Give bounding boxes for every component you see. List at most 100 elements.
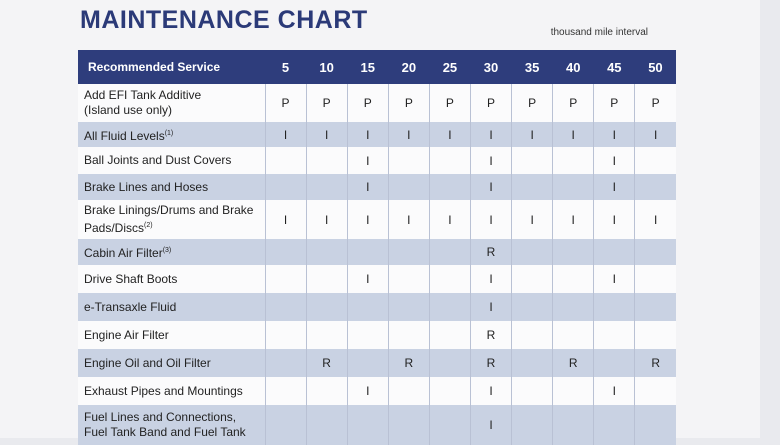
mark-cell: I xyxy=(593,147,635,174)
mark-cell: I xyxy=(346,147,389,174)
mark-cell xyxy=(593,405,635,445)
mark-cell: R xyxy=(469,349,512,377)
mark-cell xyxy=(511,239,553,265)
mark-cell: I xyxy=(469,377,512,405)
mark-cell xyxy=(387,239,430,265)
mark-cell xyxy=(511,405,553,445)
mark-cell xyxy=(634,265,676,293)
title: MAINTENANCE CHART xyxy=(80,6,368,34)
mark-cell xyxy=(428,265,471,293)
mark-cell xyxy=(264,147,307,174)
service-text: All Fluid Levels xyxy=(84,128,165,143)
service-cell: Brake Lines and Hoses xyxy=(78,174,265,200)
mark-cell xyxy=(428,147,471,174)
mark-cell xyxy=(346,321,389,349)
mark-cell xyxy=(552,377,594,405)
mark-cell: I xyxy=(469,293,512,321)
header-interval: 30 xyxy=(470,50,512,84)
mark-cell xyxy=(305,147,348,174)
mark-cell xyxy=(387,405,430,445)
mark-cell: I xyxy=(346,200,389,239)
mark-cell: I xyxy=(469,265,512,293)
service-cell: Exhaust Pipes and Mountings xyxy=(78,377,265,405)
table-body: Add EFI Tank Additive (Island use only) P P… xyxy=(78,84,676,445)
mark-cell xyxy=(634,293,676,321)
mark-cell: I xyxy=(634,122,676,147)
service-text: Brake Linings/Drums and Brake xyxy=(84,203,254,217)
mark-cell xyxy=(552,405,594,445)
service-cell: Brake Linings/Drums and Brake Pads/Discs(… xyxy=(78,200,265,239)
mark-cell xyxy=(428,321,471,349)
table-row: Brake Linings/Drums and Brake Pads/Discs(… xyxy=(78,200,676,239)
mark-cell xyxy=(428,405,471,445)
mark-cell: I xyxy=(469,174,512,200)
service-text: Exhaust Pipes and Mountings xyxy=(84,383,243,398)
mark-cell: I xyxy=(469,405,512,445)
table-row: Cabin Air Filter(3) R xyxy=(78,239,676,265)
mark-cell: I xyxy=(428,200,471,239)
service-text: Cabin Air Filter xyxy=(84,246,163,260)
mark-cell xyxy=(428,293,471,321)
mark-cell xyxy=(264,293,307,321)
mark-cell: I xyxy=(387,122,430,147)
service-cell: e-Transaxle Fluid xyxy=(78,293,265,321)
table-row: e-Transaxle Fluid I xyxy=(78,293,676,321)
mark-cell: I xyxy=(593,200,635,239)
mark-cell: R xyxy=(469,321,512,349)
mark-cell xyxy=(634,377,676,405)
mark-cell xyxy=(552,293,594,321)
mark-cell xyxy=(346,293,389,321)
mark-cell: P xyxy=(346,84,389,122)
service-text: Engine Oil and Oil Filter xyxy=(84,355,211,370)
header-row: Recommended Service 5 10 15 20 25 30 35 40 45 50 xyxy=(78,50,676,84)
footnote-ref: (1) xyxy=(164,129,174,137)
mark-cell: I xyxy=(593,122,635,147)
header-interval: 20 xyxy=(388,50,430,84)
mark-cell: P xyxy=(387,84,430,122)
mark-cell xyxy=(305,174,348,200)
mark-cell: I xyxy=(469,122,512,147)
mark-cell: P xyxy=(469,84,512,122)
footnote-ref: (3) xyxy=(162,247,172,254)
mark-cell xyxy=(511,349,553,377)
table-row: Drive Shaft Boots I I I xyxy=(78,265,676,293)
header-interval: 5 xyxy=(265,50,307,84)
mark-cell xyxy=(387,377,430,405)
mark-cell: I xyxy=(305,122,348,147)
mark-cell: I xyxy=(593,265,635,293)
mark-cell xyxy=(305,239,348,265)
mark-cell: I xyxy=(593,174,635,200)
header-service: Recommended Service xyxy=(78,50,265,84)
mark-cell: I xyxy=(346,122,389,147)
mark-cell xyxy=(593,239,635,265)
service-cell: Fuel Lines and Connections, Fuel Tank Ban… xyxy=(78,405,265,445)
header-interval: 40 xyxy=(552,50,594,84)
subtitle: thousand mile interval xyxy=(550,27,648,38)
mark-cell: I xyxy=(264,122,307,147)
service-text: (Island use only) xyxy=(84,103,173,117)
mark-cell: R xyxy=(552,349,594,377)
mark-cell xyxy=(387,265,430,293)
paper: MAINTENANCE CHART thousand mile interval… xyxy=(0,0,760,445)
mark-cell xyxy=(428,377,471,405)
mark-cell xyxy=(264,405,307,445)
mark-cell xyxy=(552,147,594,174)
mark-cell: P xyxy=(264,84,307,122)
mark-cell: I xyxy=(387,200,430,239)
mark-cell: I xyxy=(346,265,389,293)
mark-cell xyxy=(428,239,471,265)
mark-cell: I xyxy=(428,122,471,147)
mark-cell xyxy=(387,293,430,321)
mark-cell xyxy=(264,377,307,405)
table-row: Engine Air Filter R xyxy=(78,321,676,349)
mark-cell xyxy=(305,321,348,349)
mark-cell xyxy=(511,293,553,321)
mark-cell xyxy=(552,321,594,349)
mark-cell xyxy=(511,265,553,293)
footnote-ref: (2) xyxy=(144,222,153,229)
table-row: Brake Lines and Hoses I I I xyxy=(78,174,676,200)
mark-cell: P xyxy=(511,84,553,122)
table-row: Exhaust Pipes and Mountings I I I xyxy=(78,377,676,405)
mark-cell: I xyxy=(469,200,512,239)
header-interval: 10 xyxy=(306,50,348,84)
